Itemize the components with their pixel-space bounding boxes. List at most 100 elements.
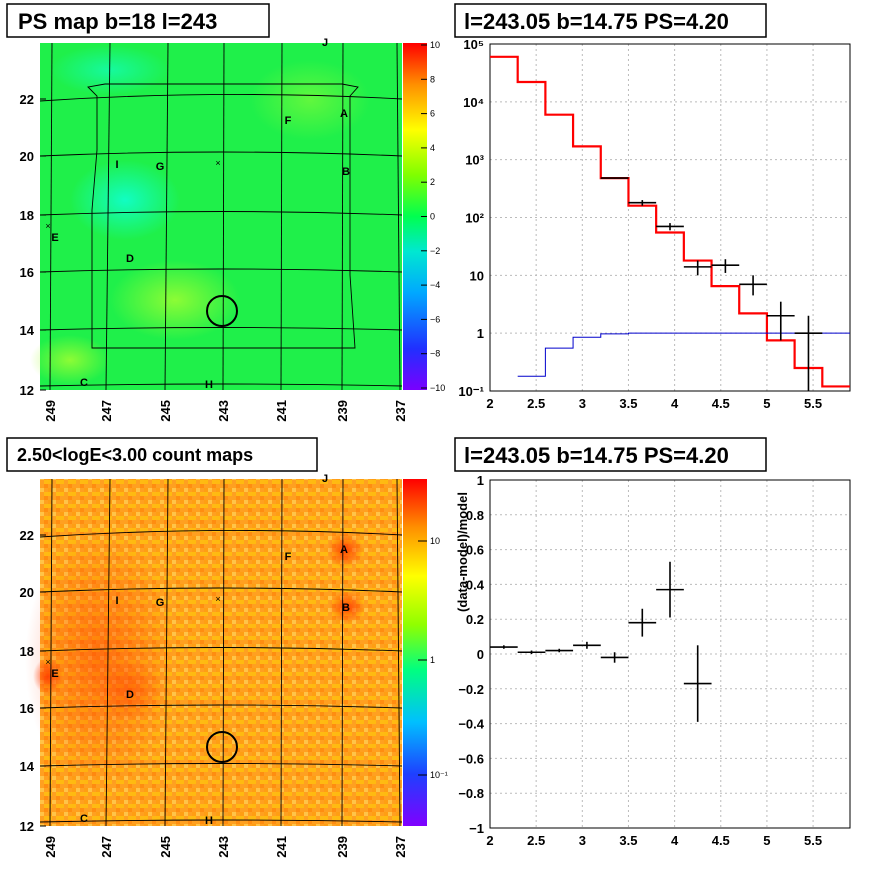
map-cross-marker: × — [45, 657, 50, 667]
spectrum-y-tick-label: 10⁴ — [463, 95, 484, 110]
map-x-tick-label: 247 — [99, 400, 114, 422]
map-y-tick-label: 22 — [20, 528, 34, 543]
residual-y-tick-label: 0.4 — [466, 577, 485, 592]
map-y-tick-label: 12 — [20, 819, 34, 834]
residual-x-tick-label: 5 — [763, 833, 770, 848]
spectrum-x-tick-label: 5 — [763, 396, 770, 411]
map-source-label: I — [115, 159, 118, 171]
count-colorbar-tick-label: 1 — [430, 655, 435, 665]
ps-map-grid — [39, 42, 403, 391]
map-source-label: G — [156, 597, 165, 609]
map-y-tick-label: 14 — [20, 323, 35, 338]
spectrum-y-tick-label: 10 — [470, 268, 484, 283]
ps-map-x-ticks: 249 247 245 243 241 239 237 — [43, 400, 408, 422]
map-x-tick-label: 241 — [274, 400, 289, 422]
map-x-tick-label: 243 — [216, 836, 231, 858]
residual-x-tick-label: 4 — [671, 833, 679, 848]
map-source-label: A — [340, 108, 348, 120]
ps-map-title-box — [6, 3, 270, 38]
map-source-label: A — [340, 544, 348, 556]
residual-panel: l=243.05 b=14.75 PS=4.20 2 2.5 3 3.5 4 4.5 5 5.… — [454, 437, 851, 848]
residual-y-tick-label: −0.6 — [458, 751, 484, 766]
spectrum-y-tick-label: 1 — [477, 326, 484, 341]
map-source-label: F — [285, 115, 292, 127]
map-source-label: G — [156, 161, 165, 173]
ps-colorbar-tick-label: −6 — [430, 314, 440, 324]
map-x-tick-label: 245 — [158, 836, 173, 858]
spectrum-x-tick-label: 5.5 — [804, 396, 822, 411]
ps-colorbar-ticks: 10 8 6 4 2 0 −2 −4 −6 −8 −10 — [421, 40, 445, 393]
ps-colorbar-tick-label: −10 — [430, 383, 445, 393]
residual-x-tick-label: 4.5 — [712, 833, 730, 848]
map-cross-marker: × — [215, 158, 220, 168]
spectrum-panel: l=243.05 b=14.75 PS=4.20 2 2.5 3 3.5 4 4.5 5 5.… — [454, 3, 851, 411]
spectrum-title-box — [454, 3, 767, 38]
count-colorbar-tick-label: 10⁻¹ — [430, 770, 448, 780]
count-colorbar — [403, 479, 427, 826]
count-map-title: 2.50<logE<3.00 count maps — [17, 445, 253, 465]
map-y-tick-label: 20 — [20, 149, 34, 164]
ps-colorbar-tick-label: 0 — [430, 212, 435, 222]
ps-map-source-labels: J A F I G B E D C H × × — [45, 37, 350, 391]
map-x-tick-label: 239 — [335, 836, 350, 858]
ps-colorbar-tick-label: 8 — [430, 74, 435, 84]
residual-y-axis-label: (data-model)/model — [455, 492, 470, 612]
map-cross-marker: × — [45, 221, 50, 231]
map-x-tick-label: 249 — [43, 400, 58, 422]
count-map-grid — [39, 478, 403, 827]
map-x-tick-label: 245 — [158, 400, 173, 422]
map-x-tick-label: 249 — [43, 836, 58, 858]
spectrum-x-tick-label: 4.5 — [712, 396, 730, 411]
map-x-tick-label: 239 — [335, 400, 350, 422]
residual-y-tick-label: −1 — [469, 821, 484, 836]
source-circle — [206, 295, 238, 327]
spectrum-frame — [489, 43, 851, 392]
spectrum-y-tick-label: 10³ — [465, 153, 484, 168]
map-source-label: B — [342, 602, 350, 614]
residual-y-tick-label: −0.8 — [458, 786, 484, 801]
spectrum-x-tick-label: 3.5 — [619, 396, 637, 411]
ps-colorbar-tick-label: 2 — [430, 177, 435, 187]
ps-colorbar-tick-label: 4 — [430, 143, 435, 153]
spectrum-y-tick-label: 10⁵ — [463, 37, 484, 52]
map-source-label: J — [322, 37, 328, 49]
map-x-tick-label: 237 — [393, 836, 408, 858]
residual-y-tick-label: −0.4 — [458, 717, 484, 732]
ps-map-y-ticks: 12 14 16 18 20 22 — [20, 92, 46, 398]
residual-title-box — [454, 437, 767, 472]
spectrum-x-tick-label: 2.5 — [527, 396, 545, 411]
spectrum-y-tick-label: 10⁻¹ — [458, 384, 484, 399]
residual-x-tick-label: 3.5 — [619, 833, 637, 848]
map-source-label: C — [80, 377, 88, 389]
ps-colorbar-tick-label: −8 — [430, 349, 440, 359]
map-source-label: C — [80, 813, 88, 825]
map-y-tick-label: 16 — [20, 701, 34, 716]
count-map-source-labels: J A F I G B E D C H × × — [45, 473, 350, 827]
source-circle — [206, 731, 238, 763]
ps-colorbar-tick-label: 6 — [430, 109, 435, 119]
count-map-y-ticks: 12 14 16 18 20 22 — [20, 528, 46, 834]
residual-y-tick-label: 0 — [477, 647, 484, 662]
count-colorbar-tick-label: 10 — [430, 536, 440, 546]
map-source-label: B — [342, 166, 350, 178]
residual-x-tick-label: 2 — [486, 833, 493, 848]
spectrum-model-step — [517, 332, 850, 377]
count-map-x-ticks: 249 247 245 243 241 239 237 — [43, 836, 408, 858]
residual-title: l=243.05 b=14.75 PS=4.20 — [464, 443, 729, 468]
residual-y-tick-label: 0.6 — [466, 543, 484, 558]
map-x-tick-label: 243 — [216, 400, 231, 422]
map-source-label: E — [51, 668, 58, 680]
residual-x-tick-label: 2.5 — [527, 833, 545, 848]
map-y-tick-label: 20 — [20, 585, 34, 600]
spectrum-y-tick-label: 10² — [465, 211, 484, 226]
spectrum-x-tick-label: 4 — [671, 396, 679, 411]
map-x-tick-label: 247 — [99, 836, 114, 858]
spectrum-x-tick-label: 2 — [486, 396, 493, 411]
residual-y-tick-label: 1 — [477, 473, 484, 488]
ps-colorbar-tick-label: −4 — [430, 280, 440, 290]
map-source-label: D — [126, 689, 134, 701]
map-cross-marker: × — [215, 594, 220, 604]
map-y-tick-label: 14 — [20, 759, 35, 774]
